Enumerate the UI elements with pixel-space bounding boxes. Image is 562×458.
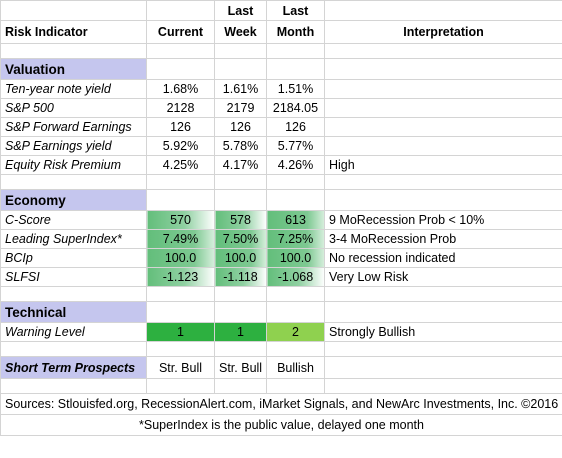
current-value: 7.49%	[146, 229, 215, 249]
prospects-last-week: Str. Bull	[214, 356, 267, 379]
last-month-value: 4.26%	[266, 155, 325, 175]
prospects-row: Short Term Prospects Str. Bull Str. Bull…	[0, 356, 562, 379]
row-name: BCIp	[0, 248, 147, 268]
interpretation: 9 MoRecession Prob < 10%	[324, 210, 562, 230]
table-row: S&P 500 2128 2179 2184.05	[0, 98, 562, 118]
header-last-week-top: Last	[214, 0, 267, 21]
header-last-week: Week	[214, 20, 267, 44]
last-week-value: 7.50%	[214, 229, 267, 249]
last-month-value: 7.25%	[266, 229, 325, 249]
table-row: S&P Forward Earnings 126 126 126	[0, 117, 562, 137]
footnote-text: *SuperIndex is the public value, delayed…	[0, 414, 562, 436]
interpretation: Very Low Risk	[324, 267, 562, 287]
row-name: Ten-year note yield	[0, 79, 147, 99]
row-name: C-Score	[0, 210, 147, 230]
table-row: BCIp 100.0 100.0 100.0 No recession indi…	[0, 248, 562, 268]
section-title-technical: Technical	[0, 301, 147, 323]
sources-text: Sources: Stlouisfed.org, RecessionAlert.…	[0, 393, 562, 415]
interpretation: 3-4 MoRecession Prob	[324, 229, 562, 249]
header-cell-empty	[146, 0, 215, 21]
interpretation	[324, 136, 562, 156]
last-week-value: -1.118	[214, 267, 267, 287]
last-month-value: 613	[266, 210, 325, 230]
current-value: 1	[146, 322, 215, 342]
table-row: C-Score 570 578 613 9 MoRecession Prob <…	[0, 210, 562, 230]
header-cell-empty	[324, 0, 562, 21]
header-cell-empty	[0, 0, 147, 21]
spacer-row	[0, 174, 562, 190]
interpretation: Strongly Bullish	[324, 322, 562, 342]
section-title-economy: Economy	[0, 189, 147, 211]
interpretation	[324, 117, 562, 137]
current-value: 4.25%	[146, 155, 215, 175]
spacer-row	[0, 378, 562, 394]
header-row: Risk Indicator Current Week Month Interp…	[0, 20, 562, 44]
last-month-value: 126	[266, 117, 325, 137]
interpretation	[324, 79, 562, 99]
prospects-interpretation	[324, 356, 562, 379]
last-week-value: 126	[214, 117, 267, 137]
row-name: SLFSI	[0, 267, 147, 287]
footnote-row: *SuperIndex is the public value, delayed…	[0, 414, 562, 436]
last-week-value: 1.61%	[214, 79, 267, 99]
header-current: Current	[146, 20, 215, 44]
current-value: 570	[146, 210, 215, 230]
interpretation: No recession indicated	[324, 248, 562, 268]
spacer-row	[0, 286, 562, 302]
last-week-value: 4.17%	[214, 155, 267, 175]
section-economy: Economy	[0, 189, 562, 211]
header-last-month-top: Last	[266, 0, 325, 21]
risk-indicator-table: Last Last Risk Indicator Current Week Mo…	[0, 0, 562, 436]
header-last-month: Month	[266, 20, 325, 44]
section-valuation: Valuation	[0, 58, 562, 80]
last-month-value: 1.51%	[266, 79, 325, 99]
table-row: Ten-year note yield 1.68% 1.61% 1.51%	[0, 79, 562, 99]
interpretation	[324, 98, 562, 118]
spacer-row	[0, 341, 562, 357]
header-interpretation: Interpretation	[324, 20, 562, 44]
last-month-value: -1.068	[266, 267, 325, 287]
table-row: SLFSI -1.123 -1.118 -1.068 Very Low Risk	[0, 267, 562, 287]
last-month-value: 5.77%	[266, 136, 325, 156]
prospects-last-month: Bullish	[266, 356, 325, 379]
prospects-current: Str. Bull	[146, 356, 215, 379]
sources-row: Sources: Stlouisfed.org, RecessionAlert.…	[0, 393, 562, 415]
last-month-value: 2	[266, 322, 325, 342]
last-week-value: 5.78%	[214, 136, 267, 156]
current-value: 100.0	[146, 248, 215, 268]
last-week-value: 578	[214, 210, 267, 230]
header-row-top: Last Last	[0, 0, 562, 21]
table-row: Leading SuperIndex* 7.49% 7.50% 7.25% 3-…	[0, 229, 562, 249]
current-value: -1.123	[146, 267, 215, 287]
spacer-row	[0, 43, 562, 59]
header-risk-indicator: Risk Indicator	[0, 20, 147, 44]
last-week-value: 1	[214, 322, 267, 342]
row-name: Equity Risk Premium	[0, 155, 147, 175]
row-name: S&P Forward Earnings	[0, 117, 147, 137]
current-value: 5.92%	[146, 136, 215, 156]
table-row: S&P Earnings yield 5.92% 5.78% 5.77%	[0, 136, 562, 156]
section-title-valuation: Valuation	[0, 58, 147, 80]
interpretation: High	[324, 155, 562, 175]
row-name: Leading SuperIndex*	[0, 229, 147, 249]
current-value: 2128	[146, 98, 215, 118]
current-value: 126	[146, 117, 215, 137]
last-month-value: 2184.05	[266, 98, 325, 118]
last-month-value: 100.0	[266, 248, 325, 268]
table-row: Equity Risk Premium 4.25% 4.17% 4.26% Hi…	[0, 155, 562, 175]
last-week-value: 2179	[214, 98, 267, 118]
row-name: S&P Earnings yield	[0, 136, 147, 156]
row-name: S&P 500	[0, 98, 147, 118]
current-value: 1.68%	[146, 79, 215, 99]
row-name: Warning Level	[0, 322, 147, 342]
section-technical: Technical	[0, 301, 562, 323]
table-row: Warning Level 1 1 2 Strongly Bullish	[0, 322, 562, 342]
last-week-value: 100.0	[214, 248, 267, 268]
prospects-label: Short Term Prospects	[0, 356, 147, 379]
